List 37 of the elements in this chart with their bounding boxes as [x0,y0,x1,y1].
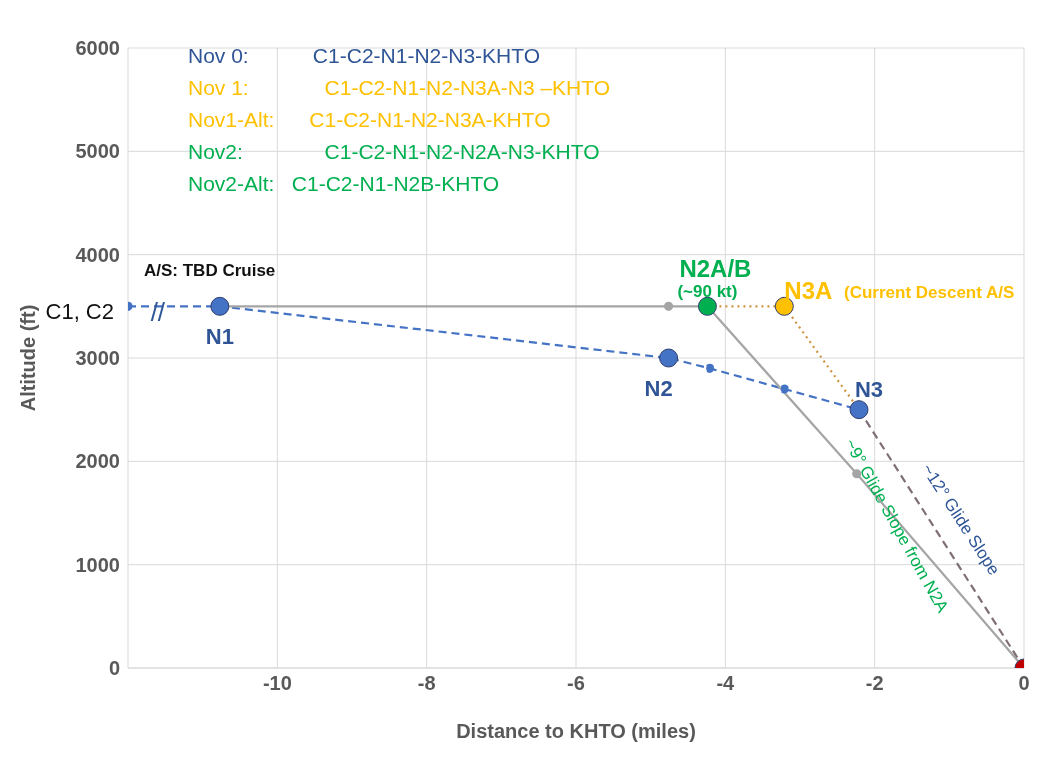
y-tick-label: 4000 [75,243,120,266]
y-axis-title: Altitude (ft) [17,304,40,412]
y-tick-label: 2000 [75,450,120,473]
point [659,348,679,368]
point [663,301,674,311]
annotation: N1 [205,324,234,350]
annotation: Nov2-Alt: C1-C2-N1-N2B-KHTO [188,171,501,197]
annotation: Nov1-Alt: C1-C2-N1-N2-N3A-KHTO [188,107,552,133]
x-tick-label: -4 [716,672,736,695]
x-tick-label: -10 [262,672,292,695]
annotation: Nov 1: C1-C2-N1-N2-N3A-N3 –KHTO [188,75,611,101]
point [849,400,869,420]
annotation: N2A/B [679,254,752,282]
x-tick-label: 0 [1018,672,1030,695]
point [852,469,862,479]
y-tick-label: 6000 [75,37,120,60]
y-tick-label: 0 [108,657,120,680]
annotation: C1, C2 [45,299,114,325]
annotation: // [150,297,166,328]
annotation: (Current Descent A/S [844,283,1015,303]
annotation: (~90 kt) [677,281,738,301]
x-axis-title: Distance to KHTO (miles) [456,720,696,742]
annotation: N3A [784,276,833,304]
point [779,384,789,394]
x-tick-label: -8 [417,672,436,695]
x-tick-label: -6 [567,672,585,695]
y-tick-label: 1000 [75,553,120,576]
annotation: N3 [854,377,884,403]
annotation: Nov2: C1-C2-N1-N2-N2A-N3-KHTO [188,139,601,165]
annotation: N2 [644,375,673,401]
x-tick-label: -2 [865,672,884,695]
point [210,296,230,316]
y-tick-label: 3000 [75,347,120,370]
y-tick-label: 5000 [75,140,120,163]
annotation: A/S: TBD Cruise [144,261,276,281]
point [705,363,715,373]
annotation: Nov 0: C1-C2-N1-N2-N3-KHTO [188,43,542,69]
